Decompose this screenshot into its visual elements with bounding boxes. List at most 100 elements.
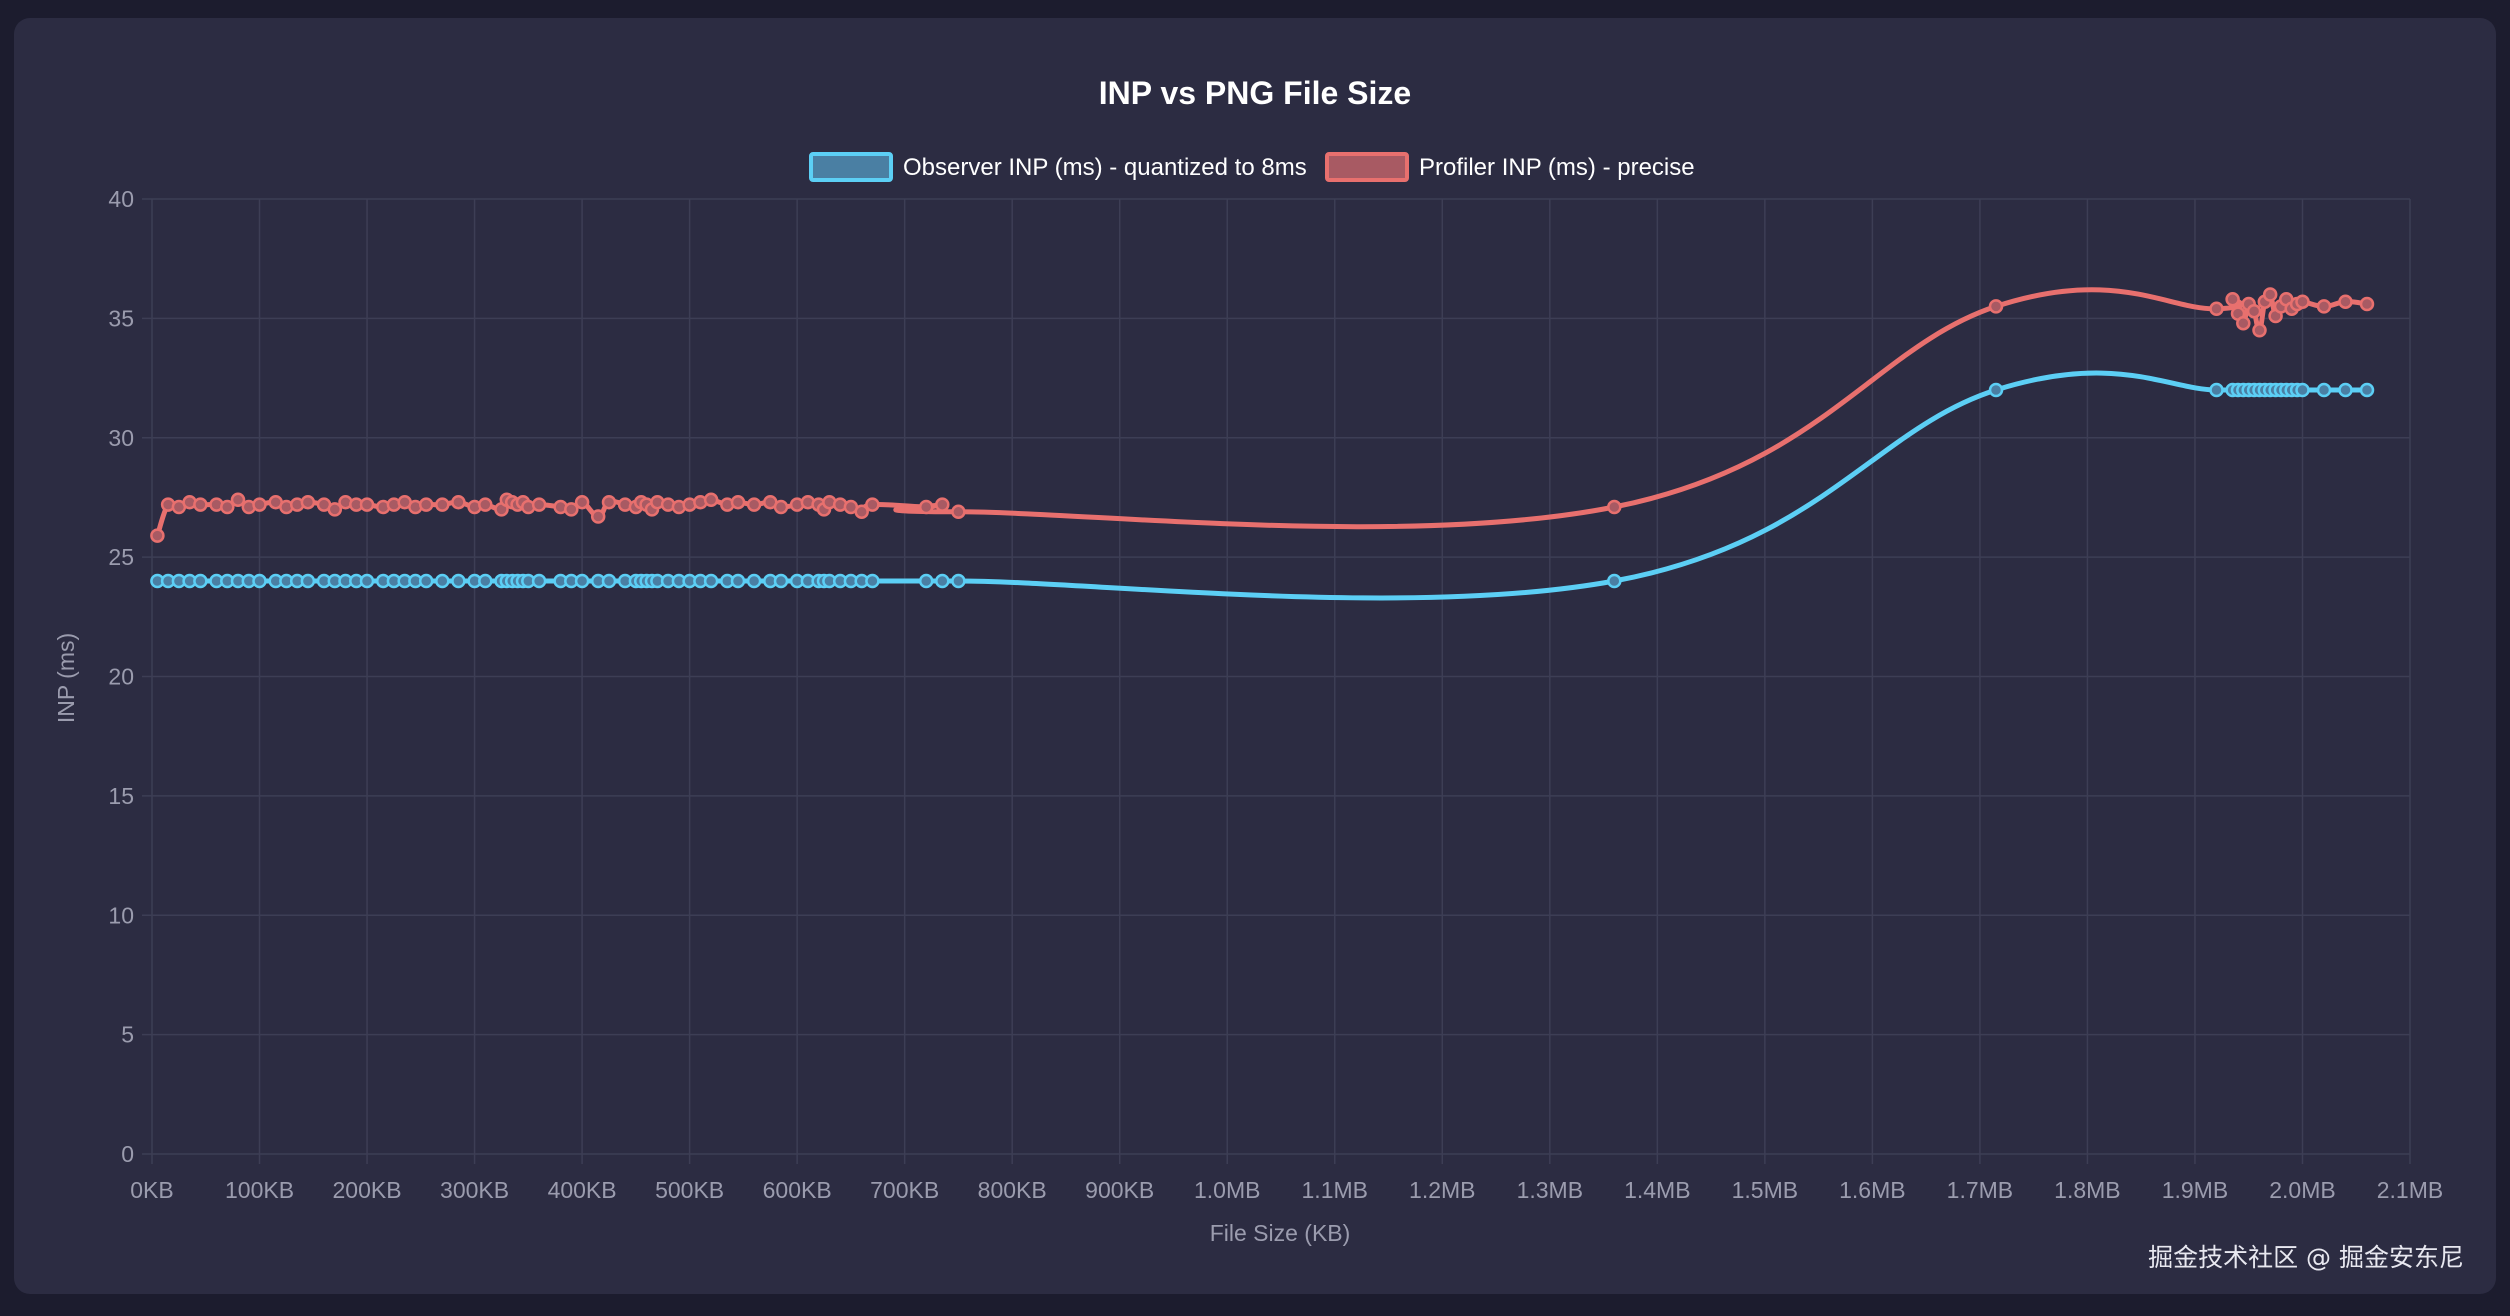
data-point[interactable] (1988, 299, 2004, 314)
x-tick-label: 1.7MB (1947, 1177, 2013, 1203)
data-point[interactable] (854, 504, 869, 520)
data-point[interactable] (703, 492, 719, 508)
data-point[interactable] (418, 497, 434, 512)
inp-chart: INP vs PNG File Size Observer INP (ms) -… (53, 75, 2443, 1246)
data-point[interactable] (2316, 299, 2332, 314)
data-point[interactable] (252, 573, 267, 589)
data-point[interactable] (865, 497, 880, 512)
legend[interactable]: Observer INP (ms) - quantized to 8ms Pro… (809, 152, 1695, 182)
data-point[interactable] (601, 494, 617, 510)
x-tick-label: 600KB (763, 1177, 832, 1203)
data-point[interactable] (703, 573, 719, 589)
data-point[interactable] (951, 573, 966, 589)
data-point[interactable] (300, 573, 316, 589)
data-point[interactable] (2262, 287, 2278, 302)
data-point[interactable] (478, 497, 493, 512)
data-point[interactable] (746, 497, 762, 512)
x-tick-label: 1.2MB (1409, 1177, 1475, 1203)
data-point[interactable] (252, 497, 267, 512)
data-point[interactable] (730, 494, 746, 510)
series-0 (150, 370, 2375, 601)
data-point[interactable] (574, 573, 590, 589)
x-tick-label: 1.8MB (2054, 1177, 2120, 1203)
watermark: 掘金技术社区 @ 掘金安东尼 (2148, 1243, 2464, 1272)
x-tick-label: 1.3MB (1517, 1177, 1583, 1203)
data-point[interactable] (918, 573, 934, 589)
y-tick-label: 25 (108, 544, 134, 570)
data-point[interactable] (2359, 296, 2375, 312)
chart-title: INP vs PNG File Size (1099, 75, 1411, 111)
y-axis-ticks: 0 5 10 15 20 25 30 35 40 (108, 186, 134, 1167)
x-tick-label: 1.6MB (1839, 1177, 1905, 1203)
data-point[interactable] (220, 499, 235, 515)
data-point[interactable] (2295, 382, 2310, 398)
data-point[interactable] (773, 499, 789, 515)
data-point[interactable] (2209, 382, 2224, 398)
data-point[interactable] (601, 573, 617, 589)
x-tick-label: 0KB (130, 1177, 173, 1203)
data-point[interactable] (574, 494, 590, 510)
data-point[interactable] (2338, 382, 2353, 398)
x-tick-label: 400KB (548, 1177, 617, 1203)
data-point[interactable] (435, 573, 450, 589)
data-point[interactable] (150, 528, 165, 543)
data-point[interactable] (564, 502, 579, 517)
data-point[interactable] (2225, 292, 2240, 307)
x-tick-label: 2.1MB (2377, 1177, 2443, 1203)
x-tick-label: 100KB (225, 1177, 294, 1203)
data-point[interactable] (1607, 499, 1622, 515)
data-point[interactable] (2252, 323, 2267, 338)
data-point[interactable] (730, 573, 746, 589)
x-tick-label: 1.4MB (1624, 1177, 1690, 1203)
data-point[interactable] (300, 494, 316, 510)
data-point[interactable] (327, 502, 343, 517)
data-point[interactable] (435, 497, 450, 512)
x-tick-label: 1.5MB (1732, 1177, 1798, 1203)
y-tick-label: 35 (108, 305, 134, 331)
series-1 (150, 287, 2375, 543)
data-point[interactable] (451, 573, 466, 589)
data-point[interactable] (193, 497, 208, 512)
data-point[interactable] (1607, 573, 1622, 589)
legend-label-profiler[interactable]: Profiler INP (ms) - precise (1419, 154, 1695, 181)
data-point[interactable] (590, 509, 606, 524)
legend-swatch-observer[interactable] (809, 152, 893, 182)
series-line (154, 370, 2370, 601)
data-point[interactable] (935, 573, 950, 589)
data-point[interactable] (2236, 315, 2251, 331)
x-axis-ticks: 0KB 100KB 200KB 300KB 400KB 500KB 600KB 700KB 80… (130, 1177, 2443, 1203)
data-point[interactable] (2209, 301, 2224, 317)
data-point[interactable] (531, 497, 547, 512)
x-axis-label: File Size (KB) (1210, 1220, 1351, 1246)
data-point[interactable] (230, 492, 246, 508)
data-point[interactable] (951, 504, 966, 520)
data-point[interactable] (478, 573, 493, 589)
data-point[interactable] (2338, 294, 2353, 309)
data-point[interactable] (2359, 382, 2375, 398)
grid-layer (142, 198, 2411, 1164)
y-tick-label: 0 (121, 1141, 134, 1167)
legend-item-observer[interactable]: Observer INP (ms) - quantized to 8ms (809, 152, 1307, 182)
data-point[interactable] (865, 573, 880, 589)
legend-label-observer[interactable]: Observer INP (ms) - quantized to 8ms (903, 154, 1307, 181)
data-point[interactable] (746, 573, 762, 589)
data-point[interactable] (359, 573, 375, 589)
data-point[interactable] (918, 499, 934, 515)
data-point[interactable] (531, 573, 547, 589)
legend-item-profiler[interactable]: Profiler INP (ms) - precise (1325, 152, 1695, 182)
x-tick-label: 700KB (870, 1177, 939, 1203)
legend-swatch-profiler[interactable] (1325, 152, 1409, 182)
data-point[interactable] (2316, 382, 2332, 398)
y-tick-label: 15 (108, 783, 134, 809)
data-point[interactable] (451, 494, 466, 510)
data-point[interactable] (773, 573, 789, 589)
data-point[interactable] (359, 497, 375, 512)
data-point[interactable] (193, 573, 208, 589)
data-point[interactable] (2295, 294, 2310, 309)
y-tick-label: 10 (108, 902, 134, 928)
data-point[interactable] (418, 573, 434, 589)
data-point[interactable] (935, 497, 950, 512)
data-point[interactable] (1988, 382, 2004, 398)
data-point[interactable] (2246, 303, 2262, 319)
x-tick-label: 300KB (440, 1177, 509, 1203)
